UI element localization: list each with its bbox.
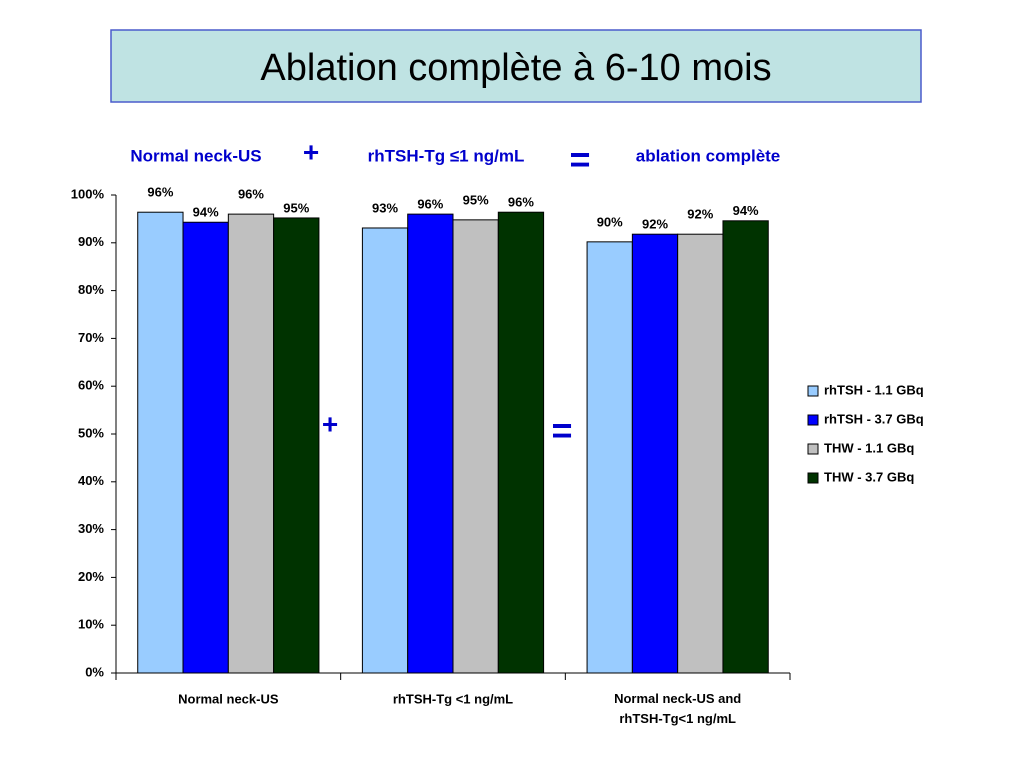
x-tick-label: rhTSH-Tg <1 ng/mL: [393, 691, 513, 706]
y-tick-label: 60%: [78, 378, 104, 393]
annotation: +: [303, 136, 319, 167]
bar: [586, 241, 633, 674]
bar: [677, 233, 724, 674]
y-tick-label: 20%: [78, 569, 104, 584]
y-tick-label: 80%: [78, 282, 104, 297]
bar: [407, 213, 454, 674]
annotation: +: [322, 408, 338, 439]
annotation: ablation complète: [636, 146, 781, 165]
legend-label: THW - 3.7 GBq: [824, 469, 914, 484]
annotation: Normal neck-US: [130, 146, 261, 165]
legend-label: THW - 1.1 GBq: [824, 440, 914, 455]
x-tick-label: Normal neck-US: [178, 691, 279, 706]
title-box: [110, 29, 922, 103]
legend-swatch: [807, 443, 819, 455]
value-label: 93%: [372, 200, 398, 215]
bar: [631, 233, 679, 674]
legend-swatch: [807, 385, 819, 397]
x-tick-label: Normal neck-US and rhTSH-Tg<1 ng/mL: [614, 691, 741, 726]
bar: [137, 211, 184, 674]
annotation: =: [569, 139, 590, 180]
annotation: rhTSH-Tg ≤1 ng/mL: [368, 146, 525, 165]
bar: [452, 219, 499, 674]
value-label: 94%: [193, 205, 219, 220]
value-label: 95%: [463, 192, 489, 207]
legend-swatch: [807, 414, 819, 426]
slide-title: Ablation complète à 6-10 mois: [260, 47, 771, 89]
bar: [497, 211, 545, 674]
bar: [722, 220, 769, 674]
value-label: 95%: [283, 200, 309, 215]
value-label: 94%: [733, 203, 759, 218]
y-tick-label: 40%: [78, 473, 104, 488]
value-label: 92%: [687, 207, 713, 222]
y-tick-label: 30%: [78, 521, 104, 536]
bar: [361, 227, 409, 674]
value-label: 96%: [238, 187, 264, 202]
y-tick-label: 90%: [78, 234, 104, 249]
y-tick-label: 100%: [71, 186, 105, 201]
value-label: 96%: [508, 195, 534, 210]
legend-swatch: [807, 472, 819, 484]
bar: [273, 217, 320, 674]
y-tick-label: 70%: [78, 330, 104, 345]
y-tick-label: 10%: [78, 617, 104, 632]
bar: [227, 213, 275, 674]
bar: [182, 221, 229, 674]
legend-label: rhTSH - 1.1 GBq: [824, 382, 924, 397]
y-tick-label: 50%: [78, 425, 104, 440]
value-label: 96%: [147, 185, 173, 200]
value-label: 92%: [642, 217, 668, 232]
annotation: =: [551, 410, 572, 451]
y-tick-label: 0%: [85, 664, 104, 679]
value-label: 90%: [597, 214, 623, 229]
legend-label: rhTSH - 3.7 GBq: [824, 411, 924, 426]
value-label: 96%: [417, 197, 443, 212]
